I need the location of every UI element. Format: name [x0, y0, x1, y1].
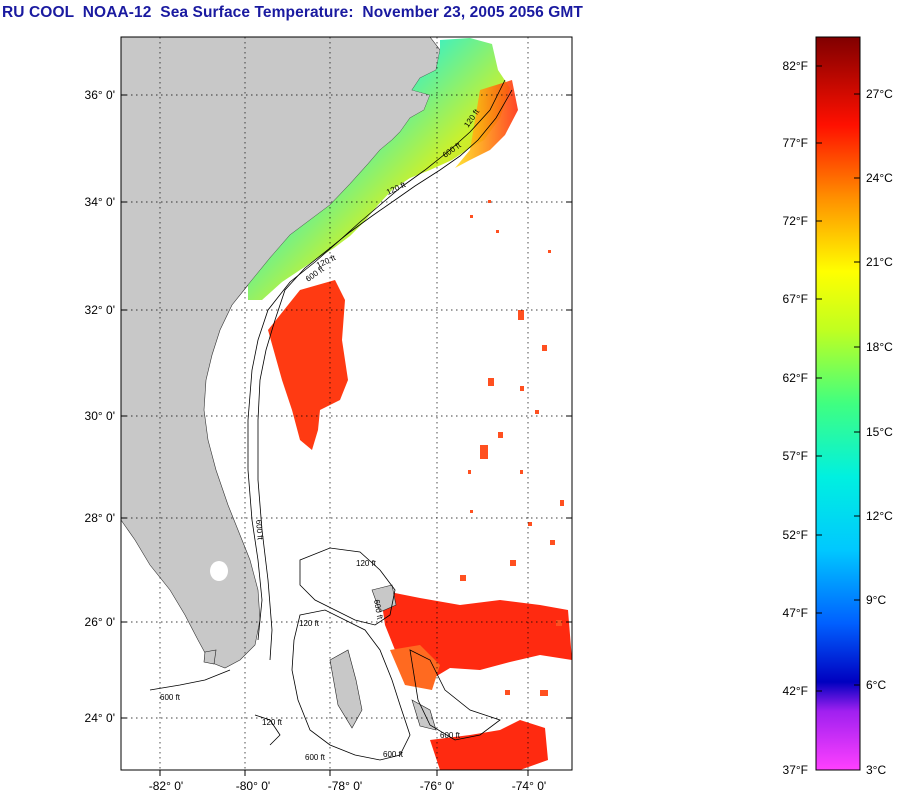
f-label-57: 57°F: [783, 449, 808, 463]
lat-label-34: 34° 0': [85, 195, 115, 209]
lon-label-82: -82° 0': [149, 779, 183, 793]
lat-label-26: 26° 0': [85, 615, 115, 629]
svg-text:600 ft: 600 ft: [160, 693, 181, 702]
bahamas-islands: [203, 584, 437, 731]
latitude-labels: 36° 0' 34° 0' 32° 0' 30° 0' 28° 0' 26° 0…: [85, 88, 115, 725]
c-label-9: 9°C: [866, 593, 886, 607]
bathymetry-contours: [149, 79, 513, 761]
f-label-77: 77°F: [783, 136, 808, 150]
svg-text:600 ft: 600 ft: [383, 750, 404, 759]
frame-ticks: [121, 94, 572, 776]
lat-label-28: 28° 0': [85, 511, 115, 525]
lat-label-24: 24° 0': [85, 711, 115, 725]
f-label-82: 82°F: [783, 59, 808, 73]
colorbar: [815, 36, 861, 771]
lon-label-80: -80° 0': [236, 779, 270, 793]
svg-text:600 ft: 600 ft: [372, 599, 384, 621]
svg-text:120 ft: 120 ft: [299, 619, 320, 628]
f-label-52: 52°F: [783, 528, 808, 542]
c-label-15: 15°C: [866, 425, 893, 439]
gridlines: [121, 37, 572, 770]
scattered-sst-pixels: [460, 200, 564, 696]
f-label-37: 37°F: [783, 763, 808, 777]
c-label-27: 27°C: [866, 87, 893, 101]
c-label-6: 6°C: [866, 678, 886, 692]
f-label-67: 67°F: [783, 292, 808, 306]
lon-label-78: -78° 0': [328, 779, 362, 793]
svg-text:120 ft: 120 ft: [262, 718, 283, 727]
colorbar-fahrenheit-labels: 82°F 77°F 72°F 67°F 62°F 57°F 52°F 47°F …: [783, 59, 808, 777]
f-label-62: 62°F: [783, 371, 808, 385]
c-label-21: 21°C: [866, 255, 893, 269]
colorbar-celsius-labels: 27°C 24°C 21°C 18°C 15°C 12°C 9°C 6°C 3°…: [866, 87, 893, 777]
longitude-labels: -82° 0' -80° 0' -78° 0' -76° 0' -74° 0': [149, 779, 546, 793]
c-label-18: 18°C: [866, 340, 893, 354]
f-label-72: 72°F: [783, 214, 808, 228]
coastal-cool-water: [248, 38, 510, 300]
svg-text:600 ft: 600 ft: [254, 519, 265, 540]
lat-label-36: 36° 0': [85, 88, 115, 102]
warm-water-south: [430, 720, 548, 770]
lon-label-74: -74° 0': [512, 779, 546, 793]
svg-text:120 ft: 120 ft: [356, 559, 377, 568]
svg-text:600 ft: 600 ft: [440, 731, 461, 740]
c-label-12: 12°C: [866, 509, 893, 523]
warm-water-gulfstream: [268, 280, 348, 450]
colorbar-f-ticks: [816, 65, 860, 692]
map-frame: [120, 36, 573, 771]
map-title: RU COOL NOAA-12 Sea Surface Temperature:…: [2, 4, 583, 21]
f-label-47: 47°F: [783, 606, 808, 620]
lake-okeechobee: [210, 561, 228, 581]
warm-water-patch: [390, 645, 440, 690]
lat-label-30: 30° 0': [85, 409, 115, 423]
lat-label-32: 32° 0': [85, 303, 115, 317]
svg-text:600 ft: 600 ft: [305, 753, 326, 762]
lon-label-76: -76° 0': [420, 779, 454, 793]
c-label-24: 24°C: [866, 171, 893, 185]
c-label-3: 3°C: [866, 763, 886, 777]
f-label-42: 42°F: [783, 684, 808, 698]
